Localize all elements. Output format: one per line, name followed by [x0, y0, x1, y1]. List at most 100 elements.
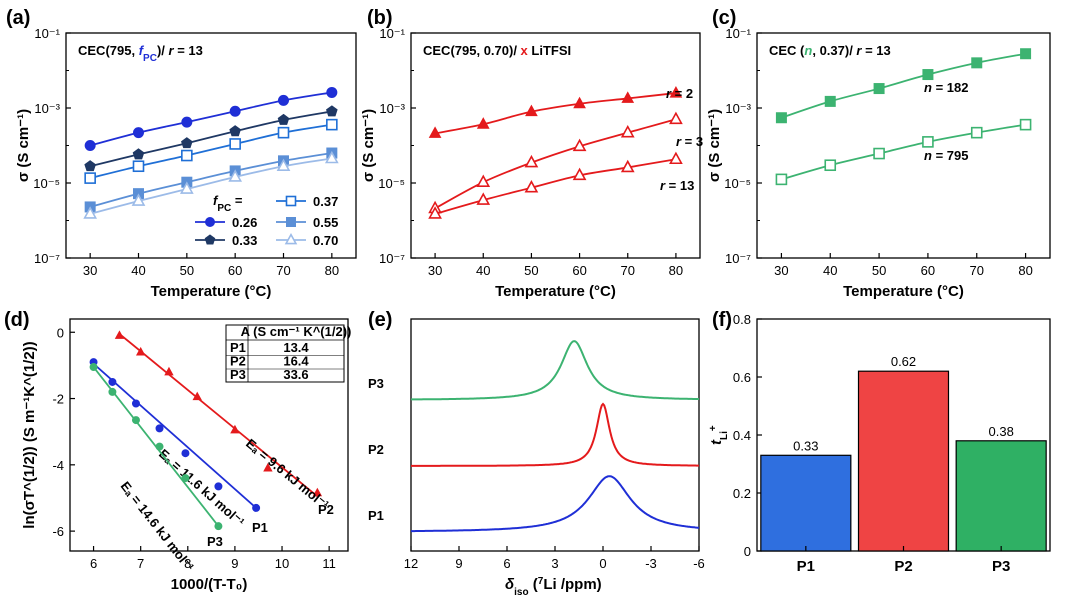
data-point: [620, 159, 635, 173]
series-label-part: r: [676, 134, 682, 149]
y-tick-label: 10⁻⁷: [379, 251, 405, 266]
data-point: [132, 148, 145, 160]
table-row-value: 16.4: [283, 354, 309, 369]
data-point: [84, 172, 96, 184]
x-tick-label: P1: [797, 558, 815, 575]
table-row-name: P1: [230, 340, 246, 355]
x-axis-label-part: Li /ppm): [543, 576, 601, 593]
y-tick-label: 10⁻⁵: [378, 176, 405, 191]
data-point: [228, 169, 243, 182]
data-point: [476, 117, 490, 129]
plot-frame: [410, 32, 701, 259]
y-axis-label: σ (S cm⁻¹): [360, 109, 377, 182]
chart-title-part: CEC(795,: [78, 43, 139, 58]
data-point: [229, 138, 241, 150]
chart-title: CEC(795, fPC)/ r = 13: [78, 43, 203, 64]
data-point: [278, 94, 289, 106]
legend-label: 0.70: [313, 233, 338, 248]
x-tick-label: 3: [551, 556, 558, 571]
panel-c: (c) 30 40 50 60 70 80 10⁻⁷ 10⁻⁵ 10⁻³ 10⁻¹ Temperatu…: [706, 7, 1051, 300]
series-label-part: n: [924, 80, 932, 95]
legend-marker: [286, 217, 296, 227]
bar: [857, 370, 950, 552]
data-point: [324, 150, 339, 164]
bar-value-label: 0.38: [989, 424, 1014, 439]
series-line: [434, 92, 677, 135]
data-point: [84, 160, 96, 172]
data-point: [132, 160, 145, 173]
data-point: [131, 416, 140, 425]
y-tick-label: 10⁻¹: [379, 26, 405, 41]
x-tick-label: 40: [131, 263, 145, 278]
legend-label: 0.26: [232, 215, 257, 230]
data-point: [181, 149, 193, 162]
chart-title-part: , 0.37)/: [812, 43, 856, 58]
data-point: [524, 154, 539, 168]
x-axis-label-part: δ: [505, 576, 515, 593]
data-point: [775, 112, 787, 124]
series-label-part: n: [924, 148, 932, 163]
legend-label: 0.55: [313, 215, 338, 230]
data-point: [476, 174, 491, 188]
x-axis-label: Temperature (°C): [495, 283, 616, 300]
series-label-part: = 795: [932, 148, 969, 163]
bar: [955, 440, 1047, 552]
data-point: [621, 91, 635, 103]
data-point: [428, 126, 442, 138]
chart-title-part: f: [139, 43, 145, 58]
y-axis-label-part: Li: [719, 431, 730, 440]
series-label-part: r: [666, 86, 672, 101]
data-point: [326, 86, 338, 98]
y-tick-label: 0.8: [733, 312, 751, 327]
x-tick-label: 70: [621, 263, 635, 278]
chart-title-part: CEC (: [769, 43, 805, 58]
data-point: [970, 126, 983, 139]
series-label: n = 182: [924, 80, 968, 95]
data-point: [214, 522, 223, 531]
table-row-value: 13.4: [283, 340, 309, 355]
data-point: [669, 111, 683, 125]
data-point: [824, 159, 837, 172]
series-label: P3: [207, 534, 223, 549]
y-axis-label: ln(σT^(1/2)) (S m⁻¹K^(1/2)): [21, 341, 38, 528]
legend-title-part: PC: [217, 203, 231, 214]
data-point: [181, 116, 193, 128]
y-tick-label: 0: [744, 544, 751, 559]
y-tick-label: 10⁻⁷: [34, 251, 60, 266]
data-point: [131, 193, 146, 206]
x-tick-label: 8: [184, 556, 191, 571]
panel-b: (b) 30 40 50 60 70 80 10⁻⁷ 10⁻⁵ 10⁻³ 10⁻¹ Temperatu…: [360, 7, 703, 300]
y-tick-label: 0.4: [733, 428, 751, 443]
y-tick-label: 0.2: [733, 486, 751, 501]
x-tick-label: 11: [322, 556, 336, 571]
data-point: [133, 127, 144, 139]
data-point: [326, 118, 338, 131]
series-label: r = 2: [666, 86, 693, 101]
series-label: n = 795: [924, 148, 968, 163]
panel-e: (e) 12 9 6 3 0 -3 -6 δiso (7Li /ppm) P1 P2 P3: [368, 309, 705, 598]
y-tick-label: 10⁻⁵: [33, 176, 60, 191]
data-point: [922, 69, 934, 81]
y-axis-label: σ (S cm⁻¹): [706, 109, 723, 182]
data-point: [155, 424, 164, 433]
data-point: [428, 206, 442, 219]
table-frame: [225, 324, 345, 383]
series-label: P2: [318, 502, 334, 517]
data-point: [524, 180, 539, 193]
legend-title-part: =: [231, 193, 243, 208]
legend-marker: [285, 195, 297, 207]
series-label: P1: [252, 520, 268, 535]
y-tick-label: -6: [52, 524, 64, 539]
data-point: [252, 503, 261, 512]
chart-title-part: CEC(795, 0.70)/: [423, 43, 521, 58]
series-line: [89, 123, 332, 179]
x-tick-label: 6: [503, 556, 510, 571]
y-tick-label: 10⁻³: [34, 101, 60, 116]
y-axis-label-part: +: [708, 425, 719, 431]
panel-label: (d): [4, 309, 30, 331]
data-point: [572, 138, 587, 152]
y-tick-label: -2: [52, 392, 64, 407]
x-tick-label: 30: [83, 263, 97, 278]
data-point: [669, 86, 683, 98]
